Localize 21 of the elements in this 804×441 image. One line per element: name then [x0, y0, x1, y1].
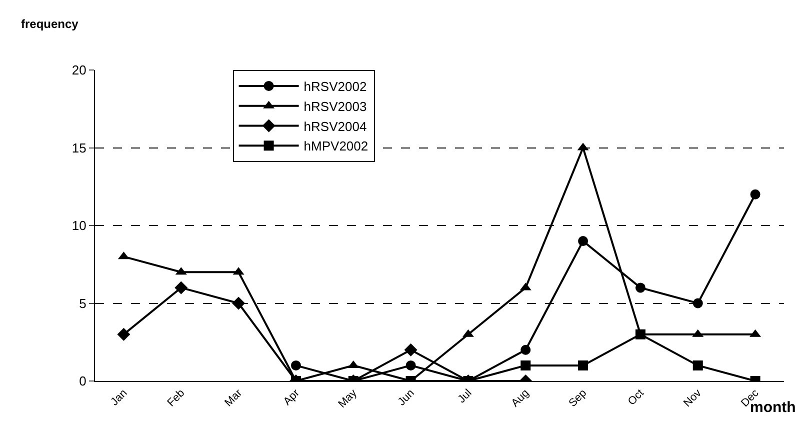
x-tick-label: Nov: [682, 386, 704, 410]
legend-label: hRSV2002: [304, 79, 367, 94]
legend-label: hRSV2003: [304, 98, 367, 114]
x-tick-label: Mar: [222, 386, 245, 410]
x-tick-label: Jul: [456, 387, 474, 406]
x-tick-label: Jan: [108, 387, 130, 408]
x-tick-label: May: [336, 386, 360, 410]
y-tick-label: 15: [72, 140, 86, 156]
y-tick-label: 20: [72, 62, 86, 78]
y-tick-label: 5: [79, 296, 86, 311]
y-axis-title: frequency: [21, 17, 79, 31]
y-tick-label: 0: [79, 374, 86, 389]
x-tick-label: Aug: [509, 387, 532, 410]
legend-label: hMPV2002: [304, 138, 368, 154]
y-tick-label: 10: [72, 218, 86, 234]
legend-label: hRSV2004: [304, 118, 367, 134]
x-tick-label: Feb: [165, 387, 188, 410]
x-tick-label: Apr: [281, 386, 302, 408]
x-tick-label: Jun: [396, 387, 417, 408]
x-tick-label: Oct: [626, 387, 646, 408]
x-tick-label: Sep: [566, 387, 590, 410]
